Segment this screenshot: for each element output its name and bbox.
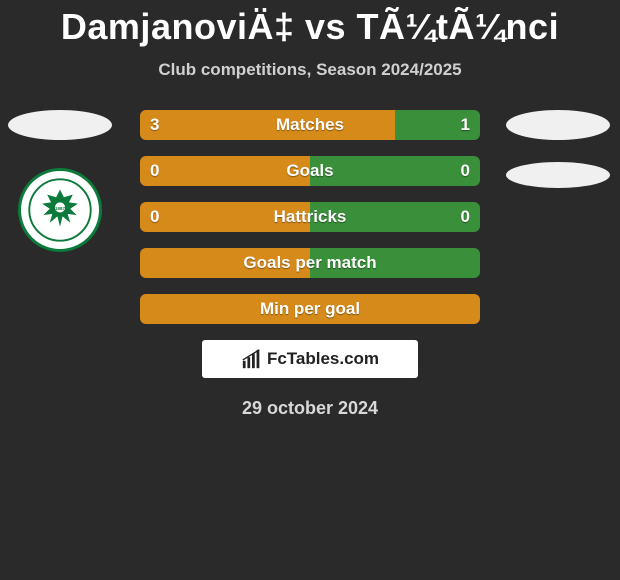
chart-icon	[241, 348, 263, 370]
value-left: 3	[150, 115, 159, 135]
stat-row: Goals per match	[140, 248, 480, 278]
stat-label: Goals per match	[243, 253, 376, 273]
stat-label: Goals	[286, 161, 333, 181]
comparison-panel: 1987 3 1 Matches 0 0 Goals 0 0 Hattricks Goals pe…	[0, 110, 620, 419]
stat-bars: 3 1 Matches 0 0 Goals 0 0 Hattricks Goals per mat…	[140, 110, 480, 324]
player-left-avatar	[8, 110, 112, 140]
stat-row: 0 0 Hattricks	[140, 202, 480, 232]
bar-left	[140, 156, 310, 186]
bar-right	[310, 156, 480, 186]
value-right: 0	[461, 207, 470, 227]
bar-left	[140, 110, 395, 140]
eagle-crest-icon: 1987	[28, 178, 92, 242]
brand-box: FcTables.com	[202, 340, 418, 378]
stat-row: 3 1 Matches	[140, 110, 480, 140]
value-right: 1	[461, 115, 470, 135]
stat-label: Matches	[276, 115, 344, 135]
date-text: 29 october 2024	[0, 398, 620, 419]
player-right-avatar	[506, 110, 610, 140]
page-title: DamjanoviÄ‡ vs TÃ¼tÃ¼nci	[0, 0, 620, 48]
stat-label: Hattricks	[274, 207, 347, 227]
player-right-avatar-2	[506, 162, 610, 188]
subtitle: Club competitions, Season 2024/2025	[0, 60, 620, 80]
stat-label: Min per goal	[260, 299, 360, 319]
value-right: 0	[461, 161, 470, 181]
value-left: 0	[150, 161, 159, 181]
svg-text:1987: 1987	[55, 206, 65, 211]
stat-row: 0 0 Goals	[140, 156, 480, 186]
club-badge: 1987	[18, 168, 102, 252]
brand-text: FcTables.com	[267, 349, 379, 369]
stat-row: Min per goal	[140, 294, 480, 324]
value-left: 0	[150, 207, 159, 227]
